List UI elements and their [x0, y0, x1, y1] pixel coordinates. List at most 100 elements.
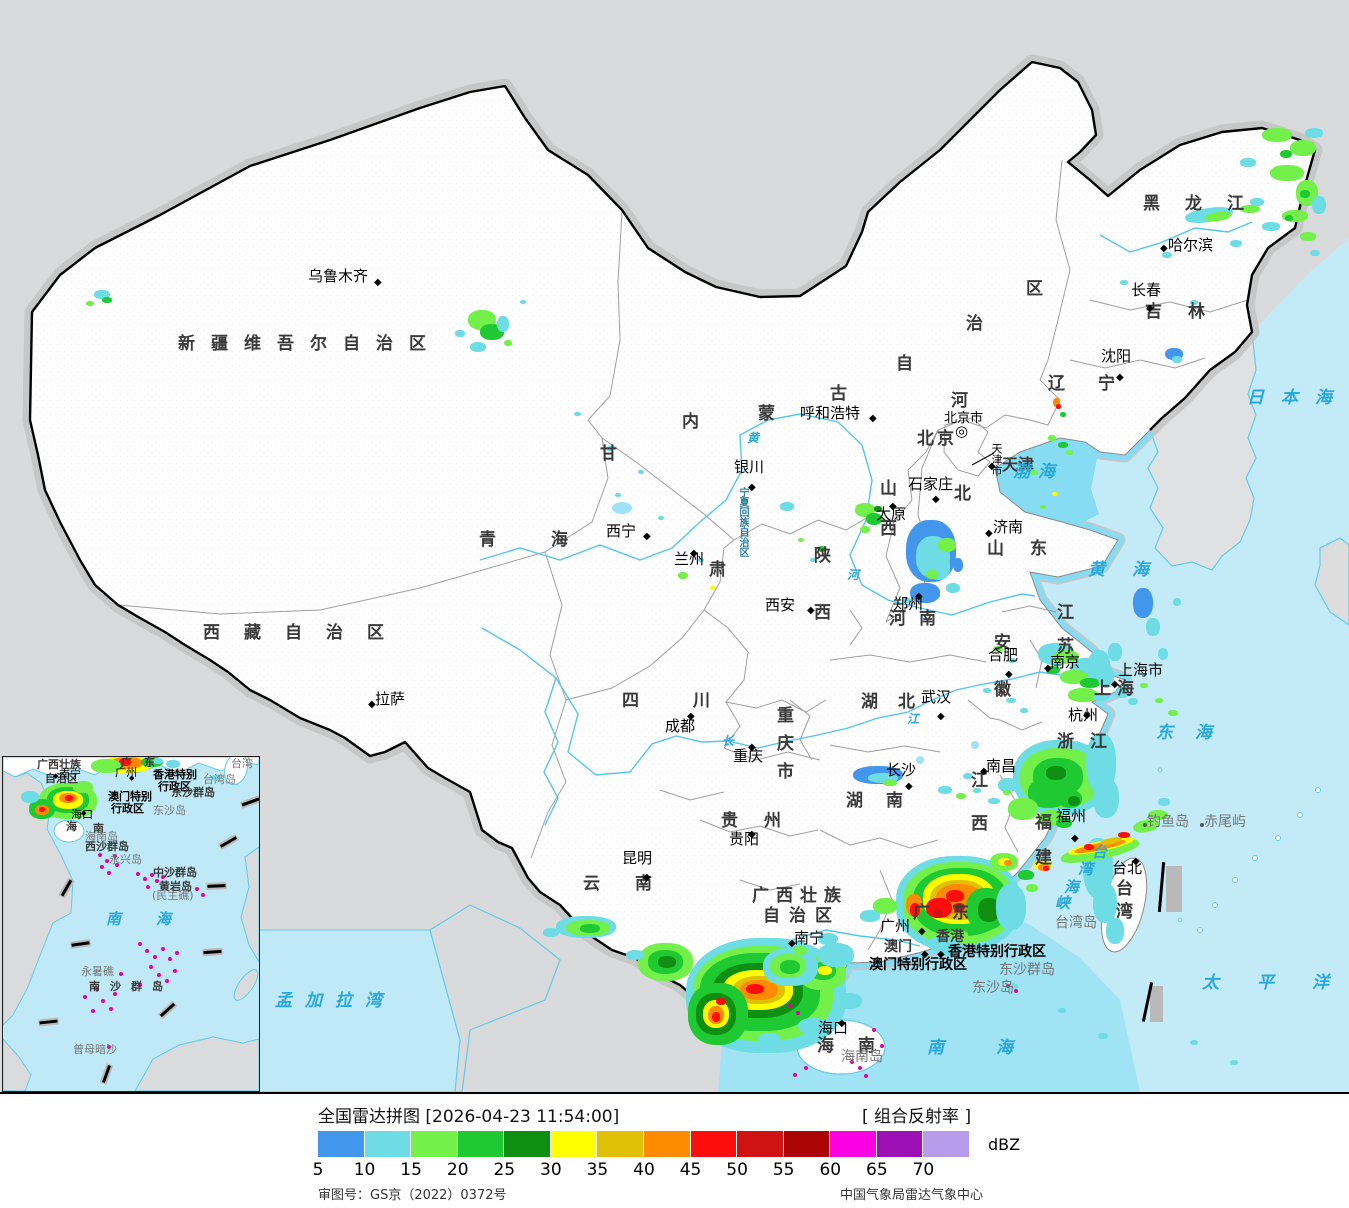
unit-label: dBZ: [988, 1135, 1021, 1154]
capital-icon: ◎: [955, 422, 969, 440]
province-label: 河南: [889, 609, 949, 629]
legend-tick-label: 20: [446, 1160, 469, 1180]
radar-echo: [1146, 618, 1160, 636]
radar-echo: [810, 558, 815, 562]
legend-color-cell: [783, 1131, 830, 1157]
radar-echo: [65, 795, 73, 801]
radar-echo: [926, 570, 938, 579]
radar-echo: [1262, 128, 1292, 142]
city-marker-icon: ◆: [921, 949, 929, 960]
province-label: 湖北: [861, 692, 935, 712]
radar-echo: [86, 301, 94, 306]
islet-pink-mark: [880, 1044, 884, 1048]
city-marker-icon: ◆: [869, 413, 877, 424]
province-label: 宁夏回族自治区: [737, 487, 748, 557]
radar-echo: [1030, 470, 1038, 475]
radar-echo: [910, 903, 920, 917]
inset-label: 东: [144, 756, 155, 769]
radar-echo: [1310, 250, 1320, 256]
radar-echo: [1120, 280, 1128, 285]
city-label: 台北: [1112, 859, 1143, 877]
radar-echo: [903, 598, 911, 603]
radar-echo: [746, 984, 764, 994]
legend-tick-label: 45: [679, 1160, 702, 1180]
radar-echo: [504, 340, 512, 346]
city-marker-icon: ◆: [807, 605, 815, 616]
radar-echo: [1006, 698, 1016, 703]
radar-echo: [1280, 150, 1292, 158]
islet-pink-mark: [153, 955, 157, 959]
city-label: 兰州: [674, 550, 705, 568]
islet-pink-mark: [864, 1074, 868, 1078]
radar-echo: [874, 506, 882, 512]
province-label: 浙江: [1057, 732, 1123, 752]
radar-echo: [580, 924, 600, 933]
inset-label: 西沙群岛: [85, 840, 129, 853]
radar-echo: [1058, 442, 1068, 448]
islet-pink-mark: [95, 987, 99, 991]
islet-pink-mark: [150, 873, 154, 877]
legend-color-cell: [690, 1131, 737, 1157]
city-marker-icon: ◆: [985, 528, 993, 539]
map-label-layer: 新疆维吾尔自治区 西藏自治区 青海甘肃内蒙古自治区黑龙江 吉林 辽宁河北山西 山东 河南 陕西…: [178, 196, 1349, 1065]
inset-label: 行政区: [111, 802, 144, 815]
islet-pink-mark: [1014, 989, 1018, 993]
province-label: 自治区: [763, 906, 841, 926]
radar-echo: [102, 297, 112, 303]
city-label: 杭州: [1068, 706, 1099, 724]
islet-pink-mark: [101, 999, 105, 1003]
city-marker-icon: ◆: [905, 781, 913, 792]
radar-echo: [926, 898, 952, 918]
sea-label: 长: [722, 734, 735, 748]
radar-echo: [1240, 205, 1260, 213]
islet-pink-mark: [113, 992, 117, 996]
inset-label: 广: [121, 756, 132, 769]
islet-pink-mark: [109, 1007, 113, 1011]
radar-echo: [933, 910, 943, 918]
islet-pink-mark: [168, 957, 172, 961]
inset-label: 台湾: [231, 757, 253, 770]
city-label: 长春: [1131, 281, 1162, 299]
radar-echo: [455, 330, 465, 337]
city-label: 昆明: [622, 849, 653, 867]
province-label: 新疆维吾尔自治区: [178, 334, 442, 354]
legend-color-cell: [923, 1131, 969, 1157]
credit-label: 中国气象局雷达气象中心: [840, 1188, 984, 1203]
radar-echo: [998, 778, 1018, 792]
city-marker-icon: ◆: [643, 531, 651, 542]
islet-pink-mark: [83, 995, 87, 999]
province-label: 澳门特别行政区: [869, 957, 967, 973]
islet-pink-mark: [161, 875, 165, 879]
inset-label: 东沙群岛: [171, 786, 215, 799]
islet-pink-mark: [143, 877, 147, 881]
radar-echo: [883, 780, 897, 786]
inset-hainan: [53, 819, 85, 843]
inset-label: 海: [66, 820, 77, 833]
city-marker-icon: ◆: [980, 766, 988, 777]
islet-pink-mark: [175, 951, 179, 955]
sea-label: 江: [907, 712, 920, 726]
city-marker-icon: ◆: [918, 926, 926, 937]
legend-bar: 全国雷达拼图 [2026-04-23 11:54:00] [ 组合反射率 ] d…: [0, 1094, 1349, 1208]
inset-sea-label: 南海: [106, 910, 207, 928]
islet-pink-mark: [119, 972, 123, 976]
radar-echo: [1230, 1060, 1238, 1065]
radar-echo: [1068, 796, 1080, 806]
radar-echo: [574, 412, 581, 416]
japan-kyushu: [1314, 537, 1349, 626]
sea-label: 黄海: [1088, 560, 1176, 580]
radar-echo: [166, 760, 180, 768]
province-label: 治: [966, 314, 983, 334]
islet-pink-mark: [100, 865, 104, 869]
radar-echo: [988, 798, 1000, 804]
province-label: 四川: [622, 691, 764, 711]
radar-echo: [993, 646, 1003, 652]
radar-echo: [1046, 666, 1060, 674]
radar-echo: [1068, 688, 1098, 702]
city-label: 长沙: [886, 761, 917, 779]
inset-basemap: [3, 757, 259, 1091]
inset-label: 海口: [71, 808, 93, 821]
radar-echo: [1008, 798, 1038, 820]
radar-echo: [818, 943, 854, 967]
sea-label: 日本海: [1247, 388, 1349, 408]
